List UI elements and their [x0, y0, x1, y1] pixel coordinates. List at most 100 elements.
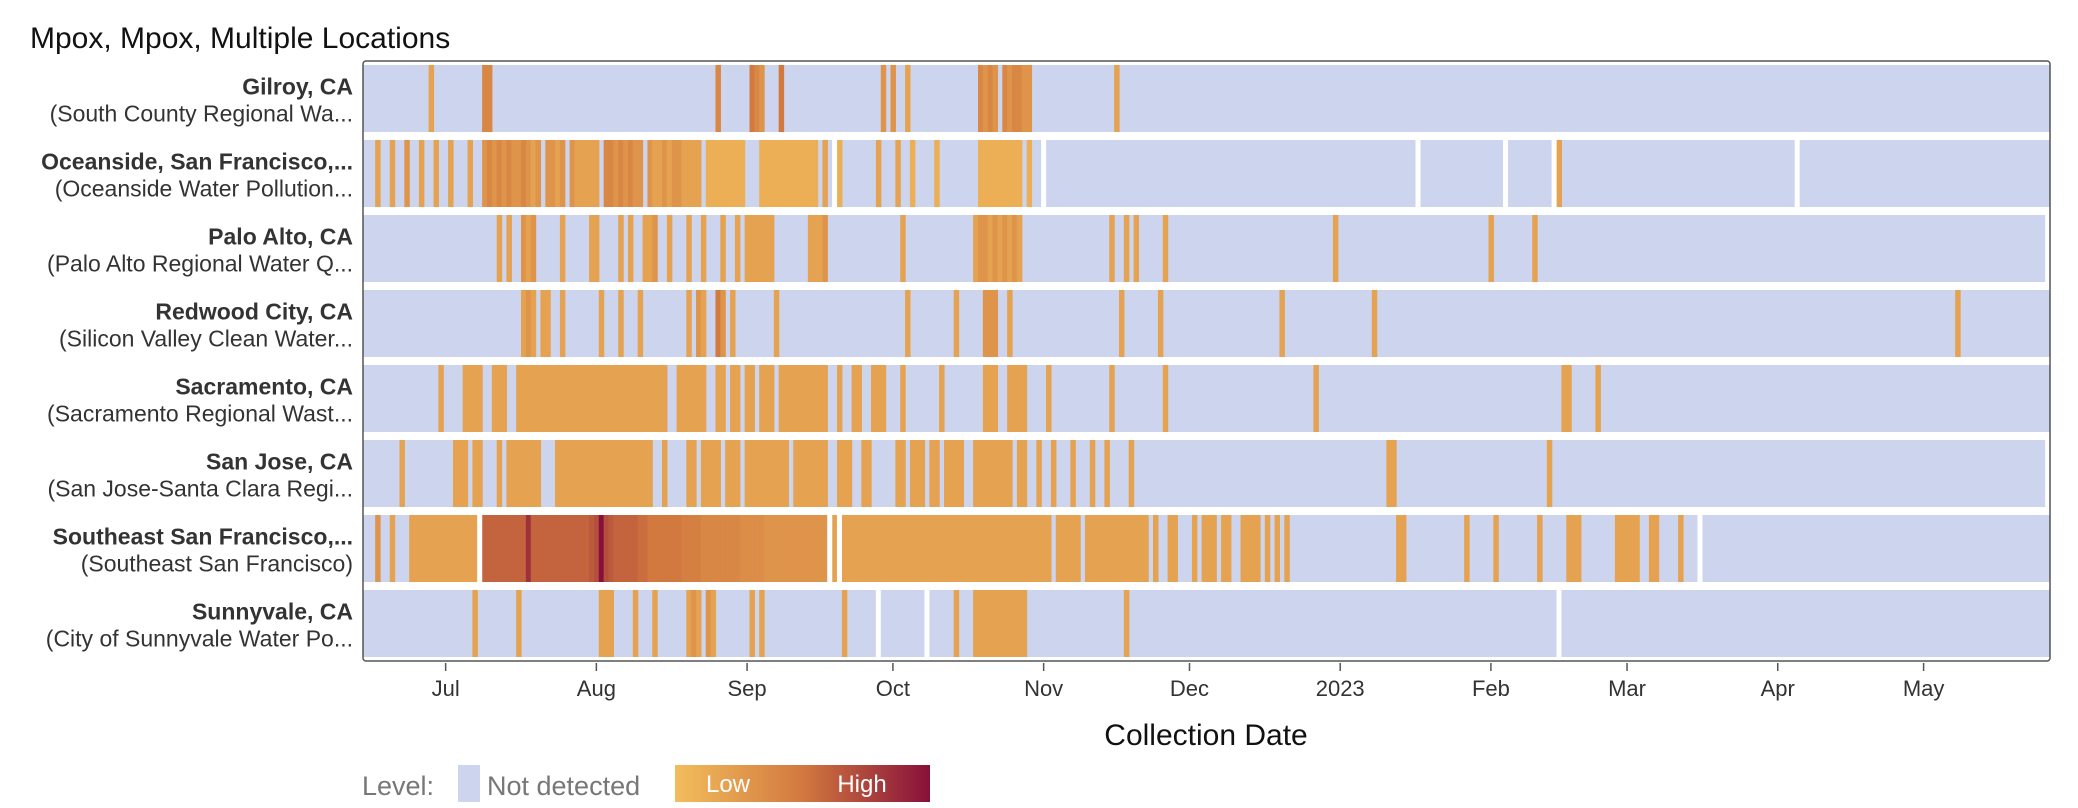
- detection-cell: [657, 140, 663, 207]
- detection-cell: [545, 290, 551, 357]
- detection-cell: [545, 365, 551, 432]
- detection-cell: [1118, 290, 1125, 357]
- detection-cell: [1065, 515, 1071, 582]
- detection-cell: [1002, 440, 1008, 507]
- detection-cell: [593, 140, 600, 207]
- detection-cell: [1021, 515, 1028, 582]
- detection-cell: [1556, 140, 1563, 207]
- detection-cell: [598, 515, 605, 582]
- detection-cell: [691, 515, 697, 582]
- detection-cell: [671, 515, 678, 582]
- detection-cell: [666, 140, 673, 207]
- detection-cell: [759, 65, 765, 132]
- detection-cell: [661, 515, 668, 582]
- detection-cell: [501, 515, 508, 582]
- detection-cell: [1264, 515, 1271, 582]
- detection-cell: [404, 140, 410, 207]
- detection-cell: [992, 65, 999, 132]
- detection-cell: [749, 215, 755, 282]
- detection-cell: [1055, 515, 1062, 582]
- detection-cell: [1007, 215, 1013, 282]
- detection-cell: [764, 140, 770, 207]
- detection-cell: [1575, 515, 1582, 582]
- detection-cell: [389, 140, 396, 207]
- detection-cell: [506, 215, 512, 282]
- detection-cell: [559, 215, 566, 282]
- detection-cell: [555, 365, 561, 432]
- detection-cell: [987, 590, 994, 657]
- detection-cell: [744, 215, 751, 282]
- detection-cell: [968, 515, 974, 582]
- detection-cell: [472, 515, 478, 582]
- detection-cell: [569, 140, 576, 207]
- detection-cell: [584, 365, 590, 432]
- detection-cell: [1118, 515, 1125, 582]
- detection-cell: [1094, 515, 1101, 582]
- detection-cell: [905, 290, 911, 357]
- missing-data-gap: [924, 589, 930, 658]
- detection-cell: [681, 515, 687, 582]
- detection-cell: [793, 140, 799, 207]
- detection-cell: [516, 140, 522, 207]
- detection-cell: [710, 590, 717, 657]
- detection-cell: [919, 515, 926, 582]
- missing-data-gap: [477, 514, 483, 583]
- detection-cell: [1566, 515, 1572, 582]
- detection-cell: [686, 140, 692, 207]
- heatmap-row: [363, 514, 2050, 583]
- detection-cell: [861, 515, 867, 582]
- missing-data-gap: [1041, 139, 1047, 208]
- detection-cell: [871, 365, 877, 432]
- detection-cell: [559, 365, 566, 432]
- detection-cell: [418, 515, 425, 582]
- detection-cell: [642, 440, 649, 507]
- detection-cell: [1109, 515, 1115, 582]
- detection-cell: [764, 365, 770, 432]
- detection-cell: [997, 140, 1003, 207]
- detection-cell: [700, 440, 707, 507]
- detection-cell: [647, 515, 653, 582]
- detection-cell: [647, 440, 653, 507]
- detection-cell: [837, 365, 843, 432]
- detection-cell: [982, 515, 989, 582]
- detection-cell: [540, 290, 546, 357]
- detection-cell: [895, 515, 901, 582]
- detection-cell: [593, 440, 600, 507]
- detection-cell: [720, 515, 726, 582]
- detection-cell: [754, 215, 760, 282]
- detection-cell: [637, 515, 644, 582]
- detection-cell: [1016, 140, 1023, 207]
- detection-cell: [559, 515, 566, 582]
- detection-cell: [545, 515, 551, 582]
- detection-cell: [1279, 290, 1285, 357]
- detection-cell: [661, 365, 668, 432]
- detection-cell: [700, 515, 707, 582]
- detection-cell: [448, 140, 454, 207]
- detection-cell: [486, 65, 493, 132]
- detection-cell: [1114, 65, 1120, 132]
- detection-cell: [1007, 290, 1013, 357]
- detection-cell: [598, 590, 605, 657]
- detection-cell: [978, 590, 984, 657]
- detection-cell: [438, 365, 444, 432]
- row-label-location: Palo Alto, CA: [208, 224, 353, 250]
- detection-cell: [564, 515, 571, 582]
- detection-cell: [851, 365, 858, 432]
- detection-cell: [1133, 215, 1140, 282]
- detection-cell: [890, 65, 896, 132]
- detection-cell: [1012, 515, 1018, 582]
- detection-cell: [997, 215, 1003, 282]
- detection-cell: [530, 365, 537, 432]
- detection-cell: [467, 140, 473, 207]
- detection-cell: [783, 140, 789, 207]
- detection-cell: [1114, 515, 1120, 582]
- detection-cell: [477, 365, 483, 432]
- detection-cell: [807, 215, 814, 282]
- detection-cell: [550, 515, 556, 582]
- detection-cell: [657, 365, 663, 432]
- detection-cell: [1191, 515, 1198, 582]
- detection-cell: [1162, 215, 1169, 282]
- detection-cell: [705, 590, 712, 657]
- detection-cell: [511, 140, 517, 207]
- detection-cell: [525, 140, 532, 207]
